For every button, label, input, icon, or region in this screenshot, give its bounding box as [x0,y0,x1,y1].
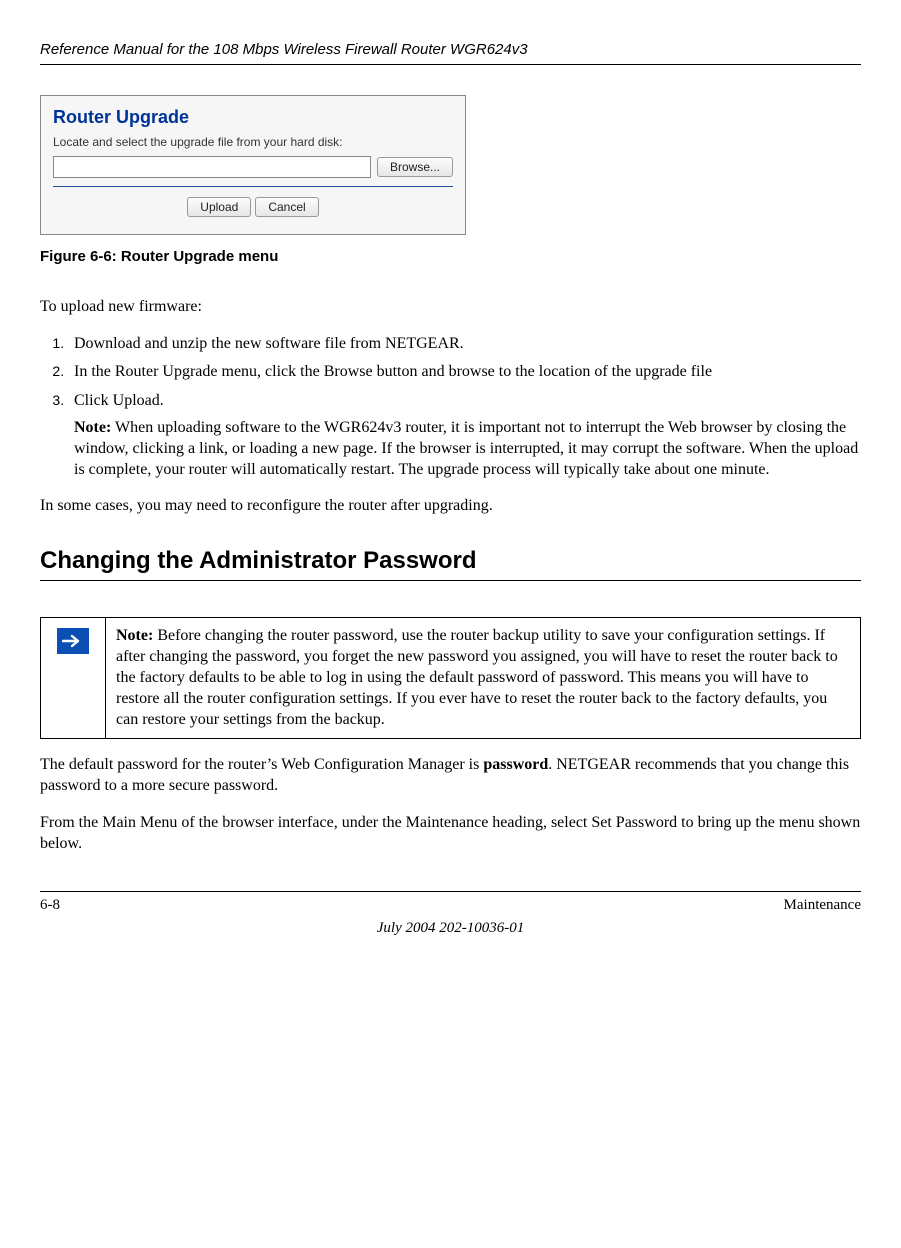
steps-list: Download and unzip the new software file… [40,334,861,481]
section-heading: Changing the Administrator Password [40,545,861,576]
password-para-1: The default password for the router’s We… [40,755,861,797]
figure-caption: Figure 6-6: Router Upgrade menu [40,247,861,267]
screenshot-button-row: Upload Cancel [53,197,453,218]
password-para-2: From the Main Menu of the browser interf… [40,813,861,855]
step-3: Click Upload. Note: When uploading softw… [68,391,861,480]
screenshot-divider [53,186,453,187]
browse-button[interactable]: Browse... [377,157,453,177]
section-rule [40,580,861,581]
note-body: Before changing the router password, use… [116,627,838,727]
footer-row: 6-8 Maintenance [40,896,861,916]
step-1-text: Download and unzip the new software file… [74,335,464,352]
intro-para: To upload new firmware: [40,297,861,318]
screenshot-title: Router Upgrade [53,106,453,129]
step-1: Download and unzip the new software file… [68,334,861,355]
step-2-text: In the Router Upgrade menu, click the Br… [74,363,712,380]
upload-button[interactable]: Upload [187,197,251,217]
step-3-text: Click Upload. [74,392,164,409]
screenshot-subtitle: Locate and select the upgrade file from … [53,135,453,151]
note-icon-cell [41,618,106,739]
step-2: In the Router Upgrade menu, click the Br… [68,362,861,383]
cancel-button[interactable]: Cancel [255,197,318,217]
page-footer: 6-8 Maintenance July 2004 202-10036-01 [40,891,861,939]
step-3-note-body: When uploading software to the WGR624v3 … [74,419,858,478]
note-box: Note: Before changing the router passwor… [40,617,861,739]
footer-page-number: 6-8 [40,896,60,916]
step-3-note-label: Note: [74,419,111,436]
upgrade-file-input[interactable] [53,156,371,178]
password-para-1-bold: password [483,756,548,773]
footer-chapter: Maintenance [784,896,861,916]
running-header: Reference Manual for the 108 Mbps Wirele… [40,40,861,65]
step-3-note: Note: When uploading software to the WGR… [74,418,861,480]
note-text-cell: Note: Before changing the router passwor… [106,618,861,739]
router-upgrade-screenshot: Router Upgrade Locate and select the upg… [40,95,466,236]
arrow-right-icon [57,628,89,654]
file-select-row: Browse... [53,156,453,178]
note-label: Note: [116,627,153,644]
password-para-1-pre: The default password for the router’s We… [40,756,483,773]
footer-center: July 2004 202-10036-01 [40,919,861,939]
after-steps-para: In some cases, you may need to reconfigu… [40,496,861,517]
